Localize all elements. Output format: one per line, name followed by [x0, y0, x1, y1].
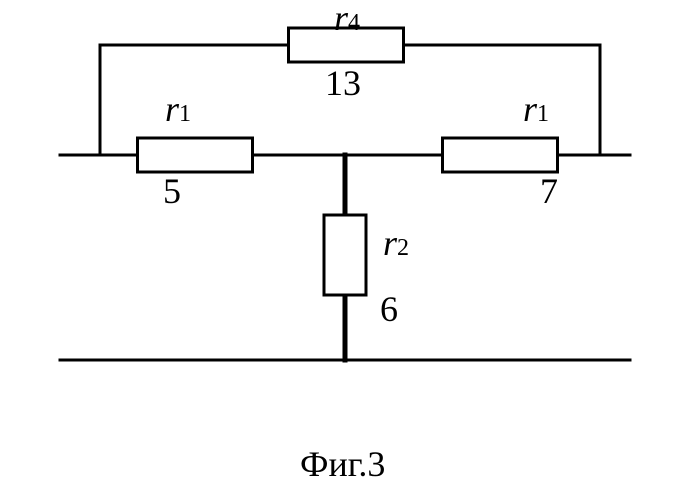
label-r1-left: r1	[165, 88, 191, 130]
label-r4: r4	[334, 0, 360, 39]
ref-6: 6	[380, 288, 398, 330]
ref-13: 13	[325, 62, 361, 104]
label-r1-right: r1	[523, 88, 549, 130]
ref-7: 7	[540, 170, 558, 212]
circuit-figure: r4 13 r1 5 r1 7 r2 6 Фиг.3	[0, 0, 693, 500]
ref-5: 5	[163, 170, 181, 212]
figure-caption: Фиг.3	[300, 443, 385, 485]
label-r2: r2	[383, 222, 409, 264]
